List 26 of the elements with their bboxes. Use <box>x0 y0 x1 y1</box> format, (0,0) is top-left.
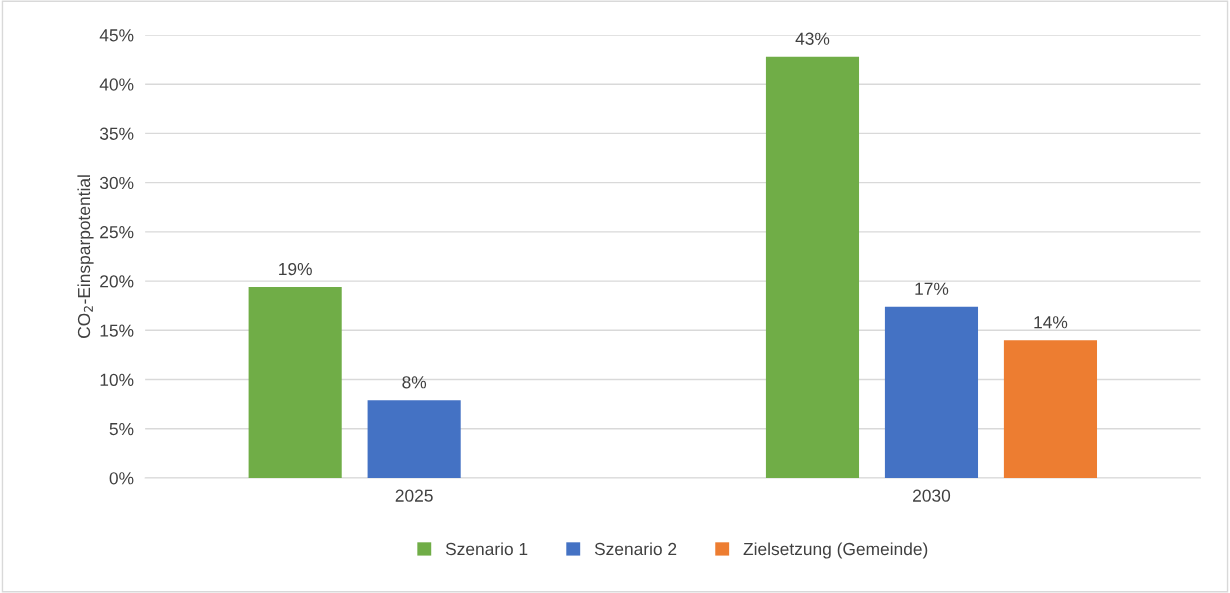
y-tick-label: 30% <box>99 176 134 190</box>
y-tick-label: 15% <box>100 324 134 337</box>
bar <box>248 286 342 478</box>
y-axis-title: CO$_{2}$-Einsparpotential <box>77 175 94 338</box>
bar <box>367 400 461 478</box>
data-label: 14% <box>1034 316 1068 329</box>
y-tick-label: 35% <box>99 127 134 140</box>
data-label: 8% <box>402 376 427 389</box>
x-tick-label: 2030 <box>913 489 951 502</box>
legend-label: Zielsetzung (Gemeinde) <box>743 542 928 559</box>
legend-label: Szenario 2 <box>594 542 677 556</box>
y-tick-label: 25% <box>100 226 134 239</box>
y-tick-label: 10% <box>100 373 134 386</box>
bar <box>1003 340 1098 478</box>
y-tick-label: 20% <box>100 275 134 288</box>
x-tick-label: 2025 <box>395 489 433 502</box>
data-label: 43% <box>795 32 830 45</box>
y-tick-label: 5% <box>109 422 134 436</box>
data-label: 17% <box>915 282 949 295</box>
y-tick-label: 0% <box>109 472 134 485</box>
data-label: 19% <box>279 262 312 276</box>
y-tick-label: 45% <box>99 29 134 42</box>
bar <box>765 56 860 478</box>
bar <box>884 306 979 478</box>
y-tick-label: 40% <box>99 78 134 91</box>
legend-label: Szenario 1 <box>445 542 528 556</box>
